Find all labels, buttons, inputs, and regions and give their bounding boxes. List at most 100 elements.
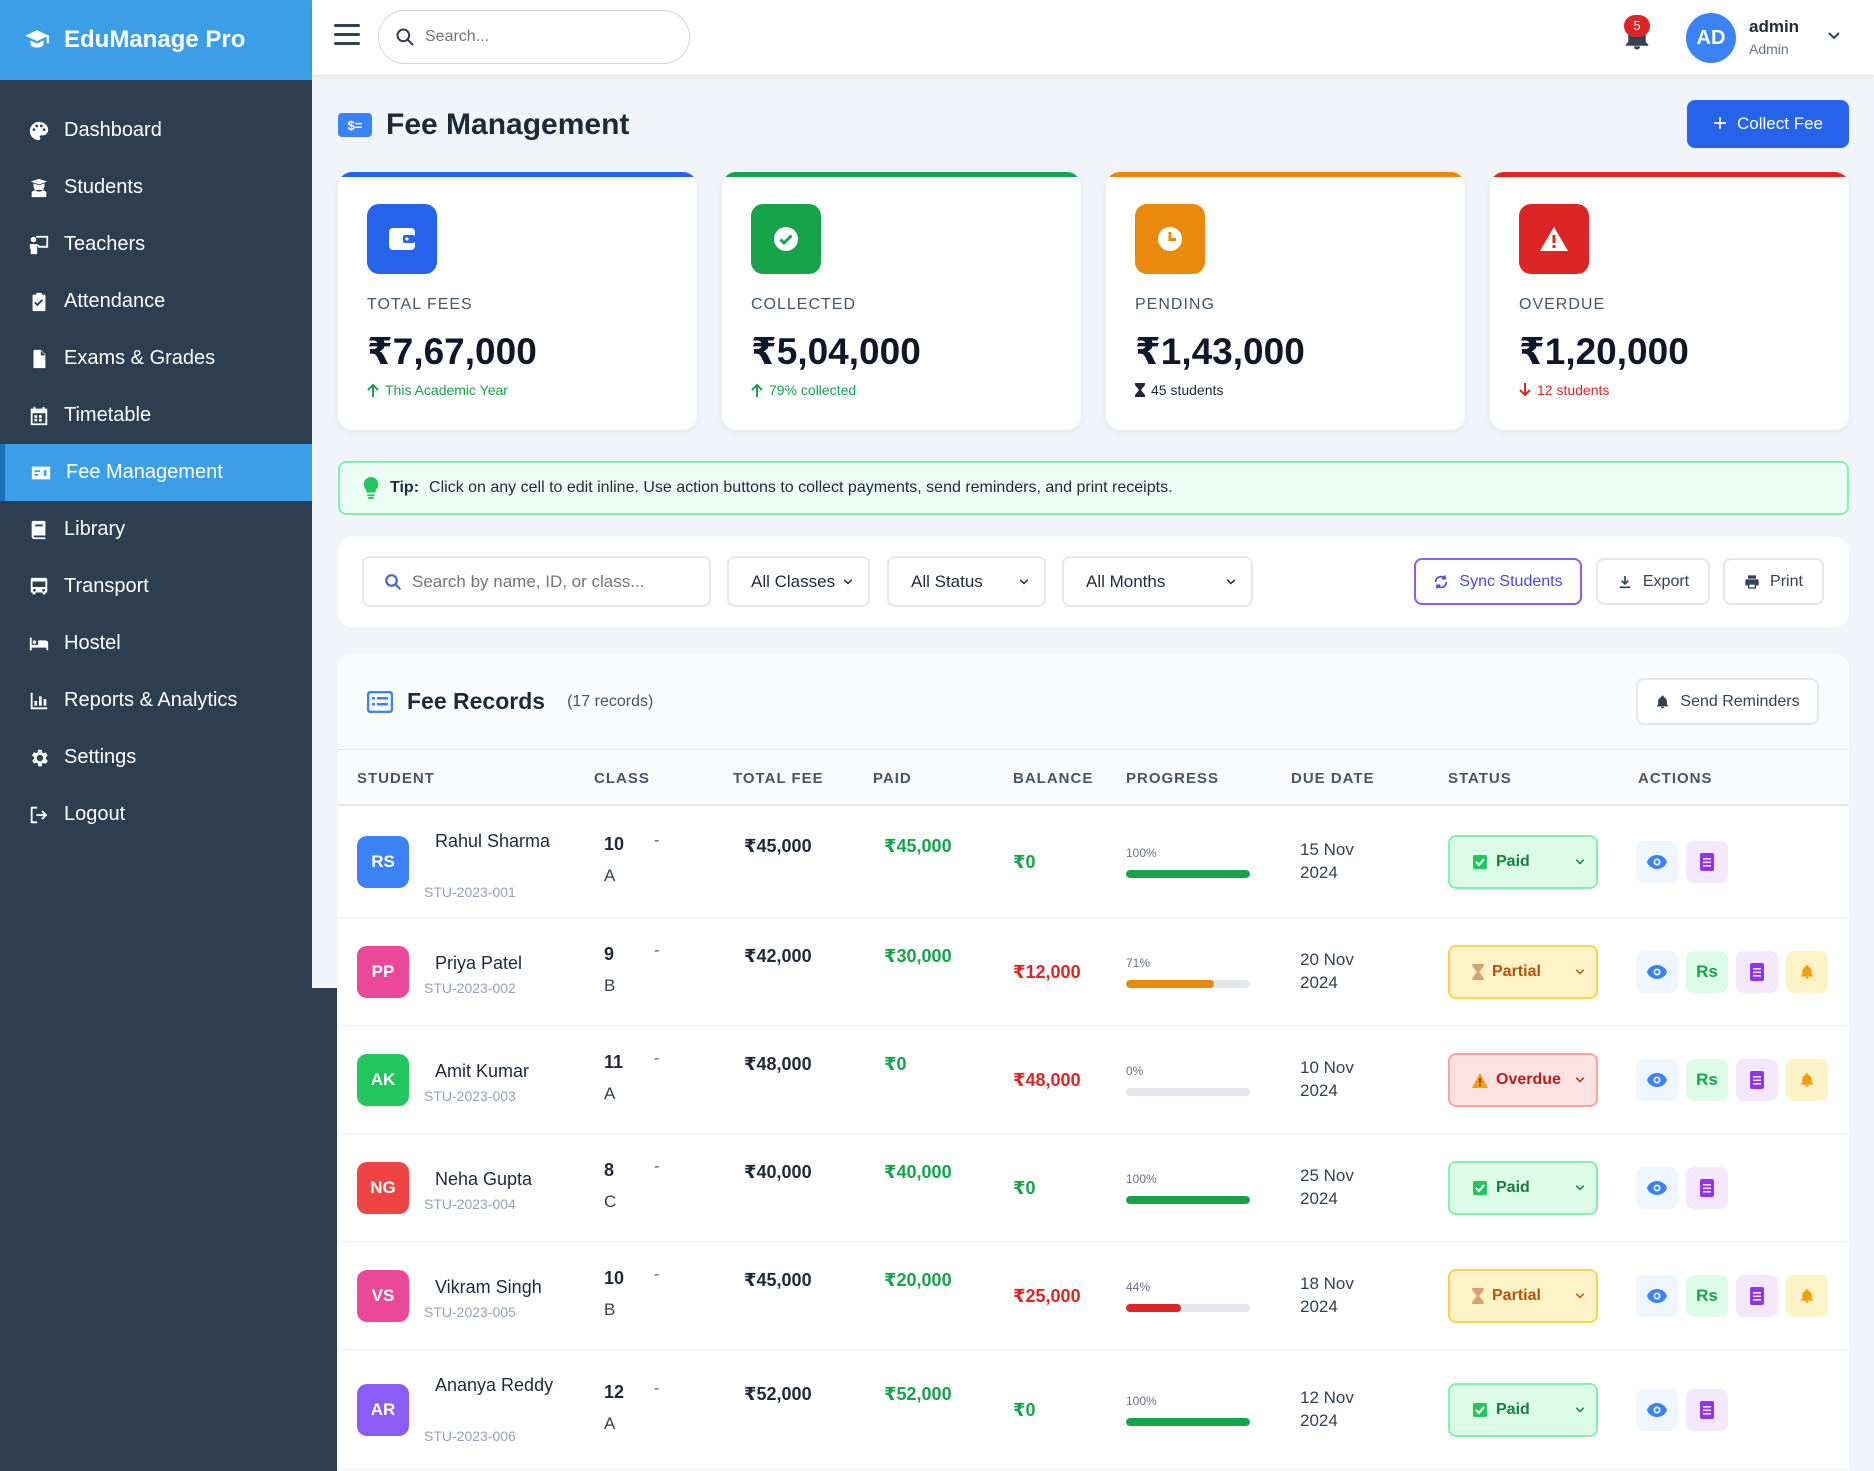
class-section[interactable]: C	[604, 1192, 617, 1211]
class-section[interactable]: A	[604, 866, 616, 885]
print-button[interactable]: Print	[1723, 558, 1824, 605]
total-fee[interactable]: ₹40,000	[744, 1162, 812, 1182]
export-button[interactable]: Export	[1596, 558, 1710, 605]
table-row[interactable]: VS Vikram Singh STU-2023-005 10 - B ₹45,…	[338, 1242, 1849, 1350]
collect-payment-button[interactable]: Rs	[1686, 1059, 1728, 1101]
send-reminder-button[interactable]	[1786, 951, 1828, 993]
brand[interactable]: EduManage Pro	[0, 0, 312, 80]
collect-payment-button[interactable]: Rs	[1686, 951, 1728, 993]
due-date[interactable]: 20 Nov 2024	[1300, 950, 1354, 992]
view-button[interactable]	[1636, 951, 1678, 993]
due-date[interactable]: 25 Nov 2024	[1300, 1166, 1354, 1208]
class-section[interactable]: A	[604, 1084, 616, 1103]
student-name[interactable]: Rahul Sharma	[435, 831, 551, 851]
month-select[interactable]: All Months	[1062, 556, 1253, 607]
paid-amount[interactable]: ₹40,000	[884, 1162, 952, 1182]
class-section[interactable]: B	[604, 1300, 616, 1319]
sidebar-item-teachers[interactable]: Teachers	[0, 216, 312, 273]
due-date[interactable]: 10 Nov 2024	[1300, 1058, 1354, 1100]
paid-amount[interactable]: ₹0	[884, 1054, 907, 1074]
student-name[interactable]: Ananya Reddy	[435, 1375, 554, 1395]
class-number[interactable]: 11	[604, 1052, 624, 1072]
class-select[interactable]: All Classes	[727, 556, 870, 607]
column-header-due-date[interactable]: DUE DATE	[1291, 770, 1375, 787]
total-fee[interactable]: ₹48,000	[744, 1054, 812, 1074]
status-select[interactable]: Paid	[1448, 1161, 1598, 1215]
view-button[interactable]	[1636, 1275, 1678, 1317]
send-reminder-button[interactable]	[1786, 1275, 1828, 1317]
table-row[interactable]: PP Priya Patel STU-2023-002 9 - B ₹42,00…	[338, 918, 1849, 1026]
class-section[interactable]: B	[604, 976, 616, 995]
sidebar-item-timetable[interactable]: Timetable	[0, 387, 312, 444]
receipt-button[interactable]	[1686, 841, 1728, 883]
class-number[interactable]: 12	[604, 1382, 625, 1402]
collect-payment-button[interactable]: Rs	[1686, 1275, 1728, 1317]
receipt-button[interactable]	[1736, 1275, 1778, 1317]
total-fee[interactable]: ₹42,000	[744, 946, 812, 966]
global-search[interactable]	[378, 10, 690, 64]
sidebar-item-exams-grades[interactable]: Exams & Grades	[0, 330, 312, 387]
sidebar-item-settings[interactable]: Settings	[0, 729, 312, 786]
status-select[interactable]: All Status	[887, 556, 1046, 607]
column-header-actions[interactable]: ACTIONS	[1638, 770, 1713, 787]
column-header-balance[interactable]: BALANCE	[1013, 770, 1094, 787]
status-select[interactable]: Partial	[1448, 945, 1598, 999]
column-header-status[interactable]: STATUS	[1448, 770, 1512, 787]
receipt-button[interactable]	[1686, 1389, 1728, 1431]
send-reminders-button[interactable]: Send Reminders	[1636, 678, 1819, 725]
class-section[interactable]: A	[604, 1414, 616, 1433]
menu-toggle-icon[interactable]	[334, 24, 360, 48]
column-header-progress[interactable]: PROGRESS	[1126, 770, 1220, 787]
class-number[interactable]: 10	[604, 834, 625, 854]
paid-amount[interactable]: ₹52,000	[884, 1384, 952, 1404]
due-date[interactable]: 12 Nov 2024	[1300, 1388, 1354, 1430]
status-select[interactable]: Paid	[1448, 835, 1598, 889]
due-date[interactable]: 18 Nov 2024	[1300, 1274, 1354, 1316]
send-reminder-button[interactable]	[1786, 1059, 1828, 1101]
table-row[interactable]: RS Rahul Sharma STU-2023-001 10 - A ₹45,…	[338, 806, 1849, 918]
total-fee[interactable]: ₹45,000	[744, 836, 812, 856]
view-button[interactable]	[1636, 1167, 1678, 1209]
column-header-total-fee[interactable]: TOTAL FEE	[733, 770, 824, 787]
status-select[interactable]: Overdue	[1448, 1053, 1598, 1107]
user-avatar[interactable]: AD	[1686, 13, 1736, 63]
student-name[interactable]: Amit Kumar	[435, 1061, 530, 1081]
student-name[interactable]: Priya Patel	[435, 953, 523, 973]
class-number[interactable]: 8	[604, 1160, 615, 1180]
student-name[interactable]: Vikram Singh	[435, 1277, 542, 1297]
class-number[interactable]: 10	[604, 1268, 625, 1288]
global-search-input[interactable]	[425, 28, 655, 46]
table-row[interactable]: AR Ananya Reddy STU-2023-006 12 - A ₹52,…	[338, 1350, 1849, 1470]
sidebar-item-students[interactable]: Students	[0, 159, 312, 216]
receipt-button[interactable]	[1736, 951, 1778, 993]
sidebar-item-attendance[interactable]: Attendance	[0, 273, 312, 330]
records-search-input[interactable]	[412, 571, 692, 592]
collect-fee-button[interactable]: + Collect Fee	[1687, 100, 1849, 148]
sync-students-button[interactable]: Sync Students	[1414, 558, 1582, 605]
table-row[interactable]: AK Amit Kumar STU-2023-003 11 - A ₹48,00…	[338, 1026, 1849, 1134]
sidebar-item-hostel[interactable]: Hostel	[0, 615, 312, 672]
view-button[interactable]	[1636, 841, 1678, 883]
sidebar-item-transport[interactable]: Transport	[0, 558, 312, 615]
sidebar-item-dashboard[interactable]: Dashboard	[0, 102, 312, 159]
column-header-class[interactable]: CLASS	[594, 770, 650, 787]
due-date[interactable]: 15 Nov 2024	[1300, 840, 1354, 882]
paid-amount[interactable]: ₹30,000	[884, 946, 952, 966]
class-number[interactable]: 9	[604, 944, 615, 964]
view-button[interactable]	[1636, 1389, 1678, 1431]
student-name[interactable]: Neha Gupta	[435, 1169, 533, 1189]
status-select[interactable]: Paid	[1448, 1383, 1598, 1437]
records-search[interactable]	[362, 556, 711, 607]
table-row[interactable]: NG Neha Gupta STU-2023-004 8 - C ₹40,000…	[338, 1134, 1849, 1242]
receipt-button[interactable]	[1736, 1059, 1778, 1101]
sidebar-item-fee-management[interactable]: Fee Management	[0, 444, 312, 501]
status-select[interactable]: Partial	[1448, 1269, 1598, 1323]
sidebar-item-logout[interactable]: Logout	[0, 786, 312, 843]
column-header-student[interactable]: STUDENT	[357, 770, 435, 787]
receipt-button[interactable]	[1686, 1167, 1728, 1209]
view-button[interactable]	[1636, 1059, 1678, 1101]
total-fee[interactable]: ₹45,000	[744, 1270, 812, 1290]
sidebar-item-library[interactable]: Library	[0, 501, 312, 558]
paid-amount[interactable]: ₹45,000	[884, 836, 952, 856]
user-name[interactable]: admin	[1749, 17, 1800, 36]
